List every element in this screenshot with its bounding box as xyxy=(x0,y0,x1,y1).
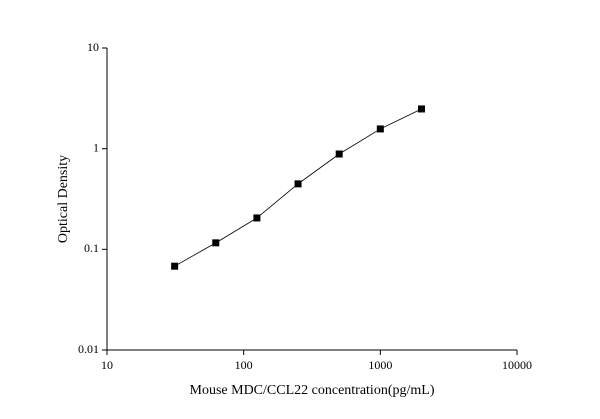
y-tick-label: 0.01 xyxy=(78,342,99,356)
point xyxy=(376,125,384,133)
point xyxy=(212,239,220,247)
y-tick-label: 1 xyxy=(93,140,99,154)
point xyxy=(253,214,261,222)
y-tick-label: 0.1 xyxy=(84,241,99,255)
point xyxy=(171,262,179,270)
x-tick-label: 10000 xyxy=(502,358,532,372)
x-tick-label: 10 xyxy=(101,358,113,372)
point xyxy=(294,180,302,188)
point xyxy=(417,105,425,113)
x-tick-label: 100 xyxy=(235,358,253,372)
x-axis-title: Mouse MDC/CCL22 concentration(pg/mL) xyxy=(190,383,435,398)
y-tick-label: 10 xyxy=(87,40,99,54)
x-tick-label: 1000 xyxy=(368,358,392,372)
point xyxy=(335,150,343,158)
y-axis-title: Optical Density xyxy=(56,155,71,243)
fit-line xyxy=(174,108,422,267)
